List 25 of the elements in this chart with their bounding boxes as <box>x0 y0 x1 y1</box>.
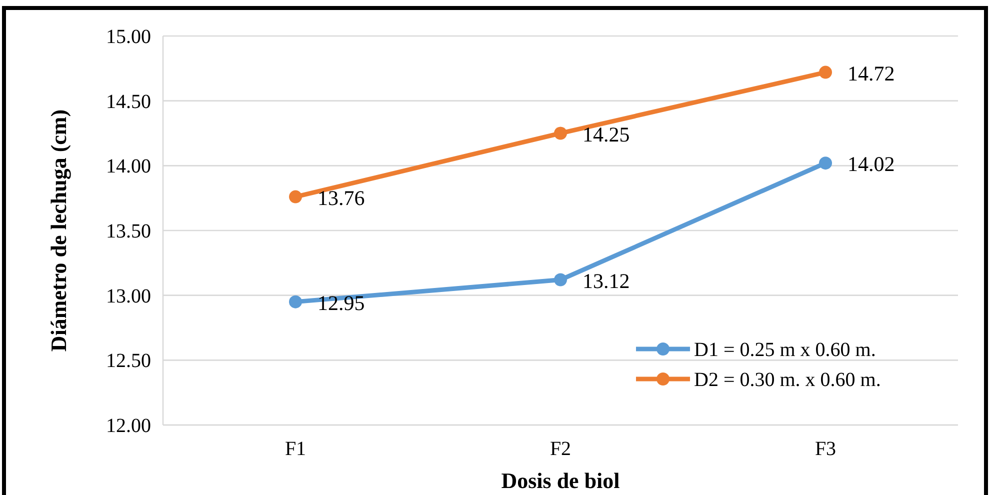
legend-label: D1 = 0.25 m x 0.60 m. <box>694 339 876 361</box>
y-axis-title: Diámetro de lechuga (cm) <box>46 109 71 352</box>
y-tick-label: 14.50 <box>106 90 151 113</box>
x-tick-label: F3 <box>814 438 836 460</box>
data-label: 13.76 <box>318 186 365 210</box>
y-tick-label: 15.00 <box>106 26 151 48</box>
data-label: 13.12 <box>582 268 630 293</box>
point <box>289 190 302 204</box>
y-tick-label: 14.00 <box>106 156 151 178</box>
y-tick-label: 13.00 <box>106 285 151 308</box>
point <box>554 126 567 140</box>
point <box>289 295 302 308</box>
point <box>819 156 832 170</box>
x-axis-title: Dosis de biol <box>501 468 620 493</box>
y-tick-label: 13.50 <box>106 220 151 242</box>
data-label: 14.02 <box>848 152 895 176</box>
y-tick-label: 12.00 <box>106 415 151 437</box>
point <box>819 66 832 79</box>
x-tick-label: F1 <box>284 438 306 460</box>
y-tick-label: 12.50 <box>106 350 151 372</box>
x-tick-label: F2 <box>550 438 572 460</box>
data-label: 14.25 <box>582 122 630 146</box>
point <box>554 273 567 286</box>
legend-label: D2 = 0.30 m. x 0.60 m. <box>694 369 881 391</box>
data-label: 14.72 <box>848 61 895 86</box>
